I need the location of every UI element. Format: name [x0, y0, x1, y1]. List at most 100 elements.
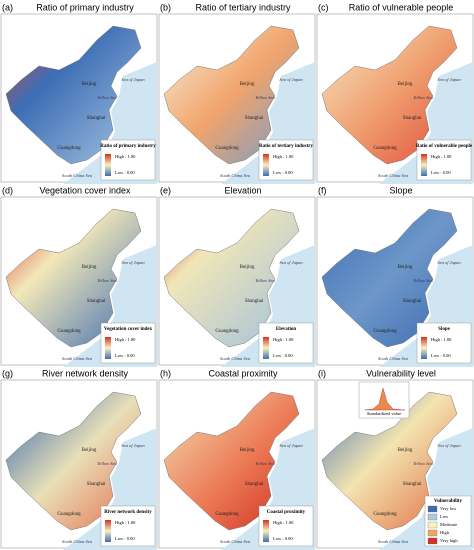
legend-high: High : 1.00 — [431, 154, 452, 159]
panel: (c) Ratio of vulnerable people Beijing Yell… — [316, 2, 474, 184]
land — [321, 25, 458, 165]
place-name: Shanghai — [403, 299, 422, 304]
place-name: Beijing — [398, 82, 413, 87]
place-name: Yellow Sea — [413, 95, 433, 100]
panel-title: Ratio of tertiary industry — [195, 2, 291, 12]
legend-item: High — [440, 530, 450, 535]
land — [5, 25, 142, 165]
legend-swatch — [427, 513, 438, 521]
legend-swatch — [427, 537, 438, 545]
legend: Vegetation cover index High : 1.00 Low : 0… — [100, 322, 156, 364]
panel-label: (b) — [160, 2, 171, 12]
place-name: Shanghai — [87, 116, 106, 121]
place-name: Yellow Sea — [97, 95, 117, 100]
inset-curve — [364, 387, 406, 411]
panel-label: (i) — [318, 368, 326, 378]
panel-title: Vegetation cover index — [39, 185, 131, 195]
panel-label: (g) — [2, 368, 13, 378]
land — [321, 208, 458, 348]
panel-label: (f) — [318, 185, 327, 195]
place-name: Shanghai — [403, 482, 422, 487]
legend-item: Very low — [440, 506, 457, 511]
legend-title: River network density — [104, 510, 152, 515]
place-name: Sea of Japan — [121, 77, 145, 82]
legend-title: Ratio of vulnerable people — [416, 144, 473, 149]
land — [5, 391, 142, 531]
legend-bar — [105, 520, 111, 542]
place-name: Guangdong — [215, 329, 239, 334]
panel-label: (d) — [2, 185, 13, 195]
place-name: Sea of Japan — [437, 443, 461, 448]
legend: Slope High : 1.00 Low : 0.00 — [416, 322, 472, 364]
place-name: South China Sea — [378, 356, 409, 361]
legend-high: High : 1.00 — [273, 154, 294, 159]
legend-swatch — [427, 521, 438, 529]
place-name: Yellow Sea — [97, 278, 117, 283]
place-name: Yellow Sea — [255, 461, 275, 466]
place-name: South China Sea — [378, 539, 409, 544]
map: Beijing Yellow Sea Sea of Japan Shanghai Gua… — [316, 379, 474, 550]
place-name: Shanghai — [403, 116, 422, 121]
panel: (e) Elevation Beijing Yellow Sea Sea of Japa… — [158, 185, 316, 367]
legend-bar — [263, 520, 269, 542]
legend-low: Low : 0.00 — [431, 170, 451, 175]
legend-low: Low : 0.00 — [273, 353, 293, 358]
legend-bar — [263, 337, 269, 359]
place-name: Yellow Sea — [413, 461, 433, 466]
map: Beijing Yellow Sea Sea of Japan Shanghai Gua… — [316, 196, 474, 367]
legend: Coastal proximity High : 1.00 Low : 0.00 — [258, 505, 314, 547]
panel-label: (h) — [160, 368, 171, 378]
land — [163, 208, 300, 348]
place-name: Guangdong — [373, 329, 397, 334]
legend-high: High : 1.00 — [273, 337, 294, 342]
map: Beijing Yellow Sea Sea of Japan Shanghai Gua… — [158, 13, 316, 184]
legend: Vulnerability Very low Low Moderate High Very… — [424, 495, 472, 547]
place-name: Yellow Sea — [97, 461, 117, 466]
panel: (b) Ratio of tertiary industry Beijing Yell… — [158, 2, 316, 184]
legend-title: Vegetation cover index — [104, 327, 153, 332]
legend-bar — [421, 337, 427, 359]
panel: (a) Ratio of primary industry Beijing Yello… — [0, 2, 158, 184]
place-name: South China Sea — [62, 356, 93, 361]
place-name: Sea of Japan — [279, 443, 303, 448]
place-name: South China Sea — [378, 173, 409, 178]
panel: (d) Vegetation cover index Beijing Yellow S… — [0, 185, 158, 367]
place-name: Beijing — [82, 448, 97, 453]
legend: River network density High : 1.00 Low : 0.… — [100, 505, 156, 547]
place-name: South China Sea — [62, 173, 93, 178]
legend-low: Low : 0.00 — [273, 170, 293, 175]
place-name: South China Sea — [220, 356, 251, 361]
place-name: Guangdong — [373, 146, 397, 151]
place-name: Sea of Japan — [121, 443, 145, 448]
legend: Ratio of tertiary industry High : 1.00 Low… — [258, 139, 314, 181]
panel: (h) Coastal proximity Beijing Yellow Sea Sea… — [158, 368, 316, 550]
legend-item: Very high — [440, 538, 458, 543]
land — [163, 25, 300, 165]
land — [5, 208, 142, 348]
place-name: Beijing — [82, 82, 97, 87]
panel-title: Ratio of primary industry — [36, 2, 134, 12]
place-name: Shanghai — [87, 299, 106, 304]
place-name: Yellow Sea — [255, 278, 275, 283]
place-name: Beijing — [82, 265, 97, 270]
place-name: Guangdong — [215, 512, 239, 517]
legend-item: Moderate — [440, 522, 457, 527]
panel: (f) Slope Beijing Yellow Sea Sea of Japan Sha… — [316, 185, 474, 367]
place-name: South China Sea — [62, 539, 93, 544]
place-name: Beijing — [240, 82, 255, 87]
legend: Ratio of primary industry High : 1.00 Low … — [100, 139, 156, 181]
panel-label: (a) — [2, 2, 13, 12]
legend-item: Low — [440, 514, 449, 519]
place-name: Sea of Japan — [279, 260, 303, 265]
legend-bar — [105, 154, 111, 176]
place-name: Beijing — [398, 448, 413, 453]
legend-title: Ratio of tertiary industry — [259, 144, 314, 149]
place-name: Shanghai — [245, 482, 264, 487]
legend-bar — [105, 337, 111, 359]
legend: Ratio of vulnerable people High : 1.00 Low… — [416, 139, 473, 181]
place-name: Guangdong — [57, 146, 81, 151]
legend-swatch — [427, 529, 438, 537]
place-name: South China Sea — [220, 539, 251, 544]
place-name: Sea of Japan — [437, 260, 461, 265]
